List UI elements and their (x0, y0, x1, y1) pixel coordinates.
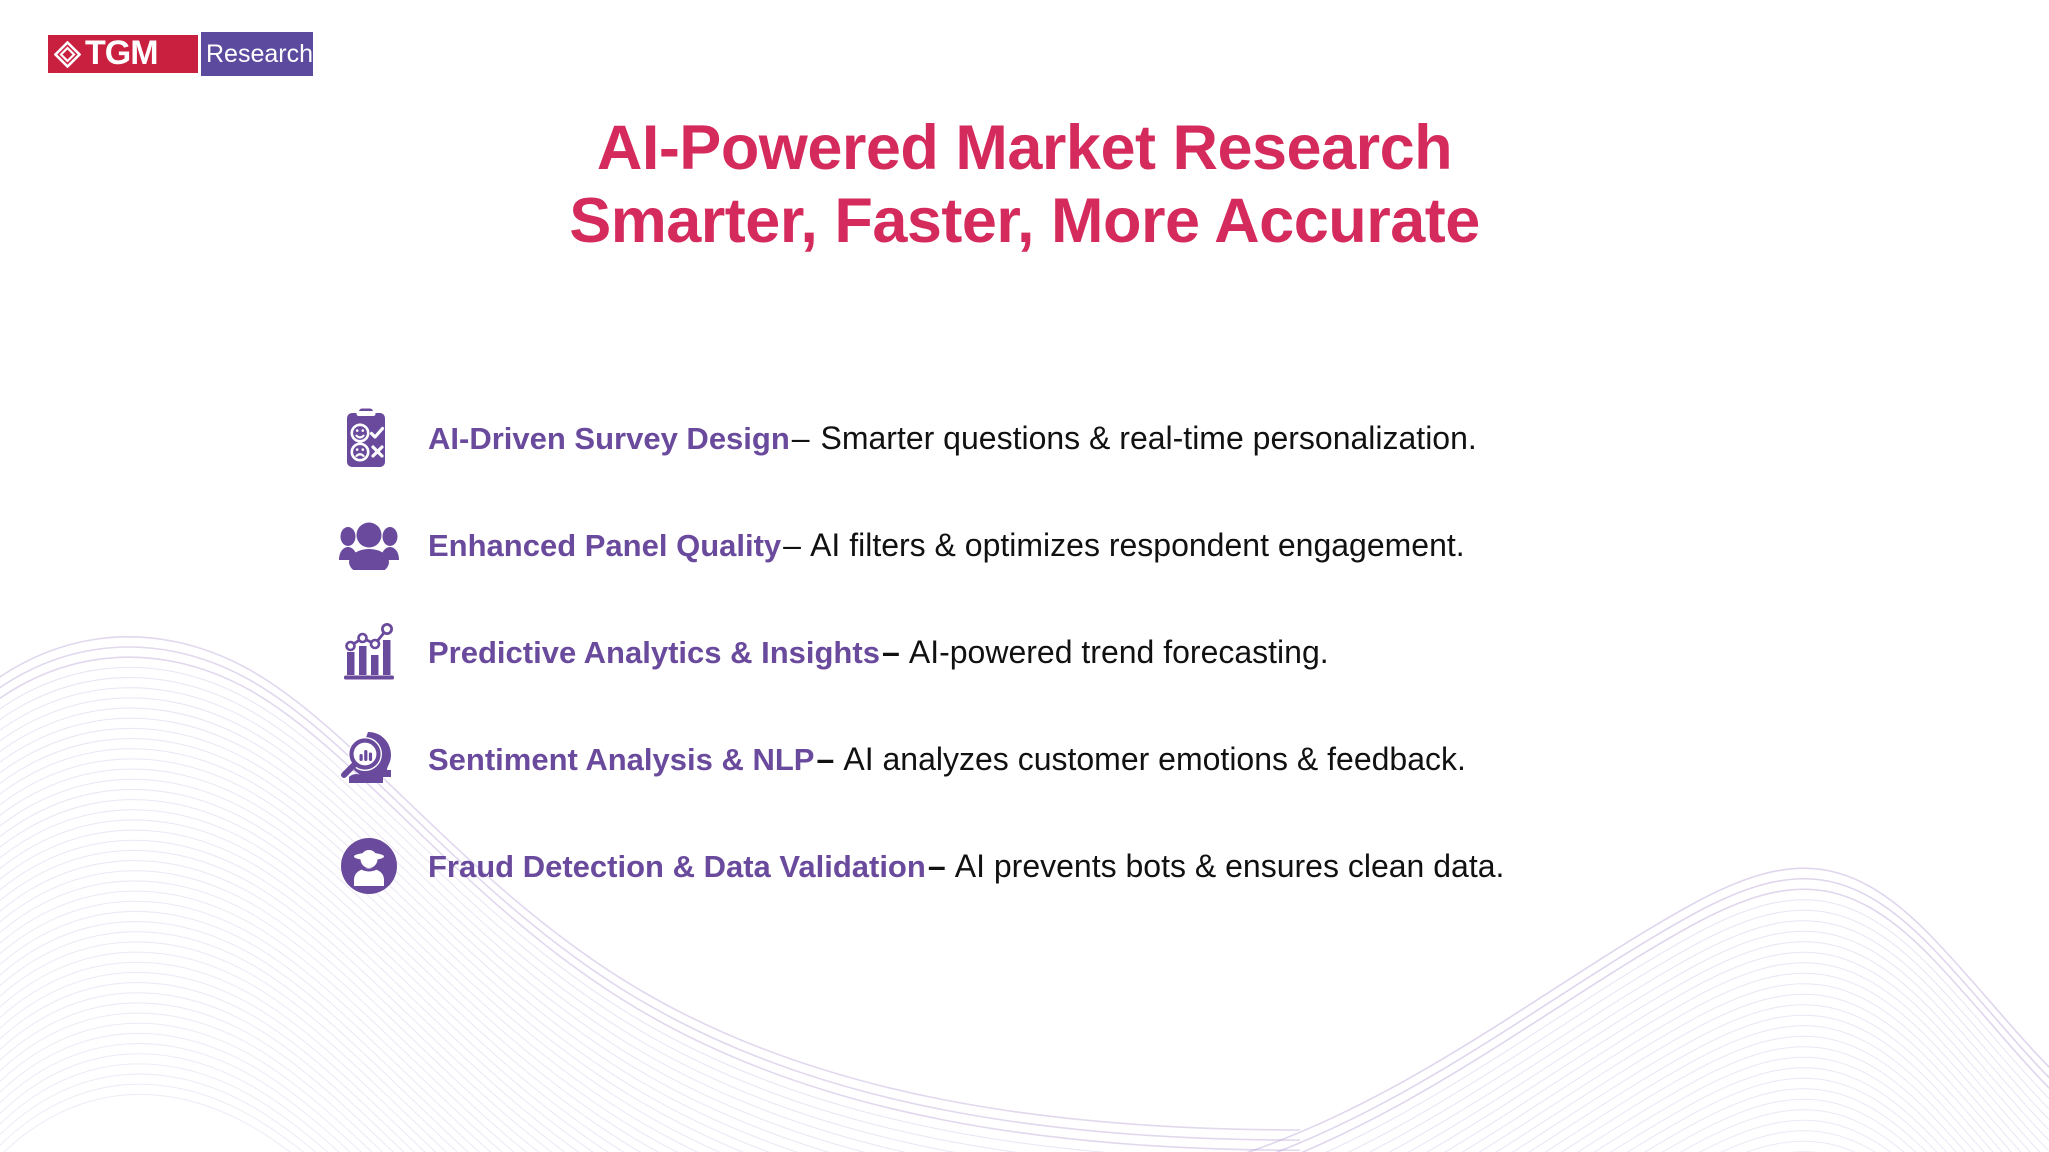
wave-line (1610, 1067, 1948, 1152)
feature-dash: – (783, 526, 801, 563)
feature-text: Enhanced Panel Quality– AI filters & opt… (428, 526, 1465, 564)
tgm-diamond-mark-icon (53, 40, 82, 68)
wave-line (1661, 1098, 1917, 1152)
wave-line (1511, 1004, 2003, 1152)
wave-line (0, 1022, 373, 1152)
logo-purple-block: Research (201, 32, 313, 76)
wave-line (0, 931, 469, 1152)
logo-tgm-text: TGM (85, 34, 159, 72)
wave-line (1246, 867, 2049, 1152)
feature-description: AI prevents bots & ensures clean data. (954, 847, 1505, 884)
feature-text: Fraud Detection & Data Validation– AI pr… (428, 847, 1504, 885)
slide-title: AI-Powered Market Research Smarter, Fast… (0, 112, 2049, 258)
wave-line (1745, 1140, 1856, 1152)
wave-line (1560, 1035, 1976, 1152)
wave-line (1461, 972, 2031, 1152)
tgm-research-logo[interactable]: TGM Research (45, 32, 313, 76)
wave-line (0, 870, 540, 1152)
wave-line (1528, 1014, 1994, 1152)
feature-dash: – (927, 847, 946, 884)
wave-line (0, 992, 405, 1152)
feature-title: AI-Driven Survey Design (428, 420, 790, 456)
wave-line (0, 890, 515, 1152)
title-line-1: AI-Powered Market Research (596, 113, 1453, 183)
list-item: Predictive Analytics & Insights– AI-powe… (338, 612, 1838, 692)
list-item: Enhanced Panel Quality– AI filters & opt… (338, 505, 1838, 585)
feature-dash: – (791, 419, 810, 456)
feature-list: AI-Driven Survey Design– Smarter questio… (338, 398, 1838, 906)
head-magnifier-sentiment-icon (338, 728, 400, 790)
feature-title: Enhanced Panel Quality (428, 527, 782, 563)
wave-line (0, 971, 426, 1152)
wave-line (0, 910, 492, 1152)
list-item: AI-Driven Survey Design– Smarter questio… (338, 398, 1838, 478)
wave-line (1577, 1046, 1967, 1152)
wave-line (0, 1083, 305, 1152)
logo-red-block: TGM (45, 32, 201, 76)
feature-dash: – (816, 740, 835, 777)
wave-line (1644, 1088, 1928, 1152)
wave-line (1300, 888, 2049, 1152)
wave-line (0, 941, 458, 1152)
wave-line (1593, 1056, 1957, 1152)
wave-line (1495, 993, 2013, 1152)
wave-line (1407, 941, 2049, 1152)
wave-line (3, 1093, 292, 1152)
wave-line (1274, 877, 2049, 1152)
feature-text: Predictive Analytics & Insights– AI-powe… (428, 633, 1329, 671)
feature-title: Sentiment Analysis & NLP (428, 741, 815, 777)
wave-line (1426, 951, 2049, 1152)
wave-line (0, 982, 416, 1152)
list-item: Fraud Detection & Data Validation– AI pr… (338, 826, 1838, 906)
wave-line (1544, 1025, 1985, 1152)
wave-line (0, 961, 437, 1152)
wave-line (0, 1053, 340, 1152)
hooded-person-circle-icon (338, 835, 400, 897)
wave-line (1679, 1109, 1905, 1152)
wave-line (1368, 920, 2049, 1152)
wave-line (1347, 909, 2049, 1152)
feature-title: Fraud Detection & Data Validation (428, 848, 926, 884)
bar-chart-trend-icon (338, 621, 400, 683)
wave-line (0, 1043, 351, 1152)
feature-text: AI-Driven Survey Design– Smarter questio… (428, 419, 1477, 457)
wave-line (1698, 1119, 1892, 1152)
wave-line (0, 1073, 317, 1152)
wave-line (1720, 1130, 1876, 1152)
wave-line (0, 951, 448, 1152)
feature-description: AI-powered trend forecasting. (908, 633, 1329, 670)
feature-description: AI analyzes customer emotions & feedback… (843, 740, 1466, 777)
users-group-icon (338, 514, 400, 576)
wave-line (1478, 983, 2022, 1152)
wave-line (0, 1063, 329, 1152)
wave-line (0, 921, 480, 1152)
feature-description: Smarter questions & real-time personaliz… (820, 419, 1477, 456)
feature-dash: – (881, 633, 900, 670)
wave-line (0, 1002, 394, 1152)
wave-line (0, 1032, 362, 1152)
wave-line (0, 900, 503, 1152)
wave-line (1325, 899, 2049, 1152)
wave-line (1388, 930, 2049, 1152)
feature-text: Sentiment Analysis & NLP– AI analyzes cu… (428, 740, 1466, 778)
wave-line (1444, 962, 2041, 1152)
logo-research-text: Research (206, 39, 313, 68)
wave-line (0, 880, 527, 1152)
feature-title: Predictive Analytics & Insights (428, 634, 880, 670)
list-item: Sentiment Analysis & NLP– AI analyzes cu… (338, 719, 1838, 799)
clipboard-survey-feedback-icon (338, 407, 400, 469)
wave-line (1626, 1077, 1938, 1152)
wave-line (0, 1012, 384, 1152)
title-line-2: Smarter, Faster, More Accurate (569, 186, 1480, 257)
feature-description: AI filters & optimizes respondent engage… (810, 526, 1465, 563)
